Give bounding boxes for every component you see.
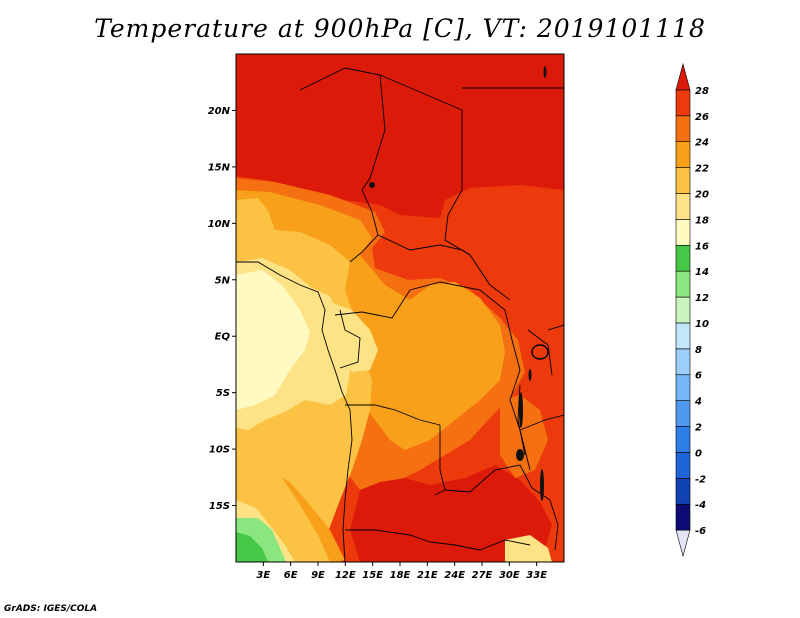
- field-16-atlantic: [236, 270, 310, 410]
- border-angola-s: [345, 529, 431, 543]
- lon-tick-label: 30E: [499, 570, 520, 581]
- lat-tick-label: 15S: [209, 501, 230, 512]
- colorbar-cell: [675, 244, 691, 272]
- colorbar-label: 28: [695, 86, 709, 97]
- colorbar-cell: [675, 478, 691, 505]
- lat-tick-label: EQ: [215, 332, 231, 343]
- lake-south: [516, 449, 524, 461]
- border-congo-north: [334, 281, 506, 319]
- lat-tick-label: 10N: [208, 219, 231, 230]
- lat-tick-label: 5S: [216, 388, 230, 399]
- colorbar-cell: [675, 219, 691, 246]
- colorbar-label: 20: [695, 189, 709, 200]
- colorbar-label: 10: [695, 319, 709, 330]
- border-angola-n: [345, 404, 441, 426]
- temperature-field: [236, 54, 564, 562]
- colorbar-cell: [675, 296, 691, 324]
- lon-tick-label: 18E: [390, 570, 411, 581]
- border-chad-sudan: [444, 189, 511, 301]
- field-28-north: [236, 54, 564, 218]
- credit-text: GrADS: IGES/COLA: [4, 604, 98, 614]
- lat-tick-label: 5N: [215, 275, 231, 286]
- colorbar-cell: [675, 89, 691, 117]
- lake-chad: [369, 182, 375, 188]
- lakes: [369, 66, 549, 501]
- lon-axis: 3E 6E 9E 12E 15E 18E 21E 24E 27E 30E 33E: [256, 562, 547, 581]
- field-18-se: [505, 535, 552, 562]
- lat-tick-label: 15N: [208, 162, 231, 173]
- colorbar-label: 0: [695, 448, 702, 459]
- colorbar-label: 12: [695, 293, 709, 304]
- lon-tick-label: 33E: [526, 570, 547, 581]
- lat-tick-label: 10S: [209, 445, 230, 456]
- field-24-east: [500, 395, 548, 478]
- border-angola-e: [434, 425, 446, 496]
- colorbar-label: -4: [695, 500, 706, 511]
- lon-tick-label: 12E: [335, 570, 356, 581]
- colorbar-label: 4: [694, 397, 702, 408]
- colorbar-label: 24: [695, 138, 709, 149]
- colorbar-label: 16: [695, 241, 709, 252]
- colorbar-cell: [675, 452, 691, 479]
- colorbar-label: 26: [695, 112, 709, 123]
- border-zambia: [444, 464, 533, 493]
- border-south-1: [429, 539, 531, 551]
- field-28-south: [350, 465, 552, 562]
- colorbar-label: -6: [695, 526, 706, 537]
- colorbar-cell: [675, 400, 691, 427]
- field-14-green: [236, 532, 268, 562]
- colorbar-cell: [675, 529, 691, 558]
- colorbar-label: 6: [695, 371, 702, 382]
- colorbar-cell: [675, 115, 691, 142]
- border-lakes: [517, 384, 526, 456]
- lon-tick-label: 9E: [311, 570, 325, 581]
- colorbar-label: 8: [695, 345, 702, 356]
- lon-tick-label: 24E: [444, 570, 465, 581]
- border-east-1: [547, 324, 564, 331]
- colorbar-cell: [675, 426, 691, 453]
- lake-malawi: [540, 469, 544, 501]
- lon-tick-label: 6E: [284, 570, 298, 581]
- lon-tick-label: 27E: [472, 570, 493, 581]
- border-gabon: [339, 309, 361, 369]
- lat-axis: 20N 15N 10N 5N EQ 5S 10S 15S: [208, 106, 236, 512]
- colorbar-label: 14: [695, 267, 709, 278]
- borders: [236, 67, 564, 562]
- border-tanzania: [519, 414, 564, 431]
- border-east-2: [527, 329, 553, 376]
- colorbar-cell: [675, 141, 691, 168]
- lon-tick-label: 21E: [417, 570, 438, 581]
- lake-tanganyika: [519, 392, 523, 428]
- colorbar-label: 22: [695, 164, 709, 175]
- lake-east-1: [543, 66, 547, 78]
- lake-kivu: [528, 369, 532, 381]
- border-sahara-2: [379, 74, 463, 190]
- map-title: Temperature at 900hPa [C], VT: 201910111…: [94, 14, 706, 43]
- border-car: [377, 234, 471, 256]
- lake-victoria: [531, 344, 549, 360]
- colorbar-cell: [675, 193, 691, 220]
- colorbar-cell: [675, 62, 691, 91]
- colorbar-label: -2: [695, 474, 706, 485]
- colorbar-label: 2: [695, 423, 702, 434]
- coastline-west: [236, 261, 353, 562]
- colorbar-cell: [675, 348, 691, 376]
- lon-tick-label: 15E: [362, 570, 383, 581]
- field-18-interior: [325, 300, 378, 372]
- colorbar-label: 18: [695, 215, 709, 226]
- border-sahara-1: [299, 67, 386, 191]
- lat-tick-label: 20N: [208, 106, 231, 117]
- colorbar-cell: [675, 167, 691, 194]
- colorbar-cell: [675, 322, 691, 350]
- colorbar-cell: [675, 270, 691, 298]
- lon-tick-label: 3E: [256, 570, 270, 581]
- colorbar-cell: [675, 374, 691, 401]
- colorbar-cell: [675, 503, 691, 531]
